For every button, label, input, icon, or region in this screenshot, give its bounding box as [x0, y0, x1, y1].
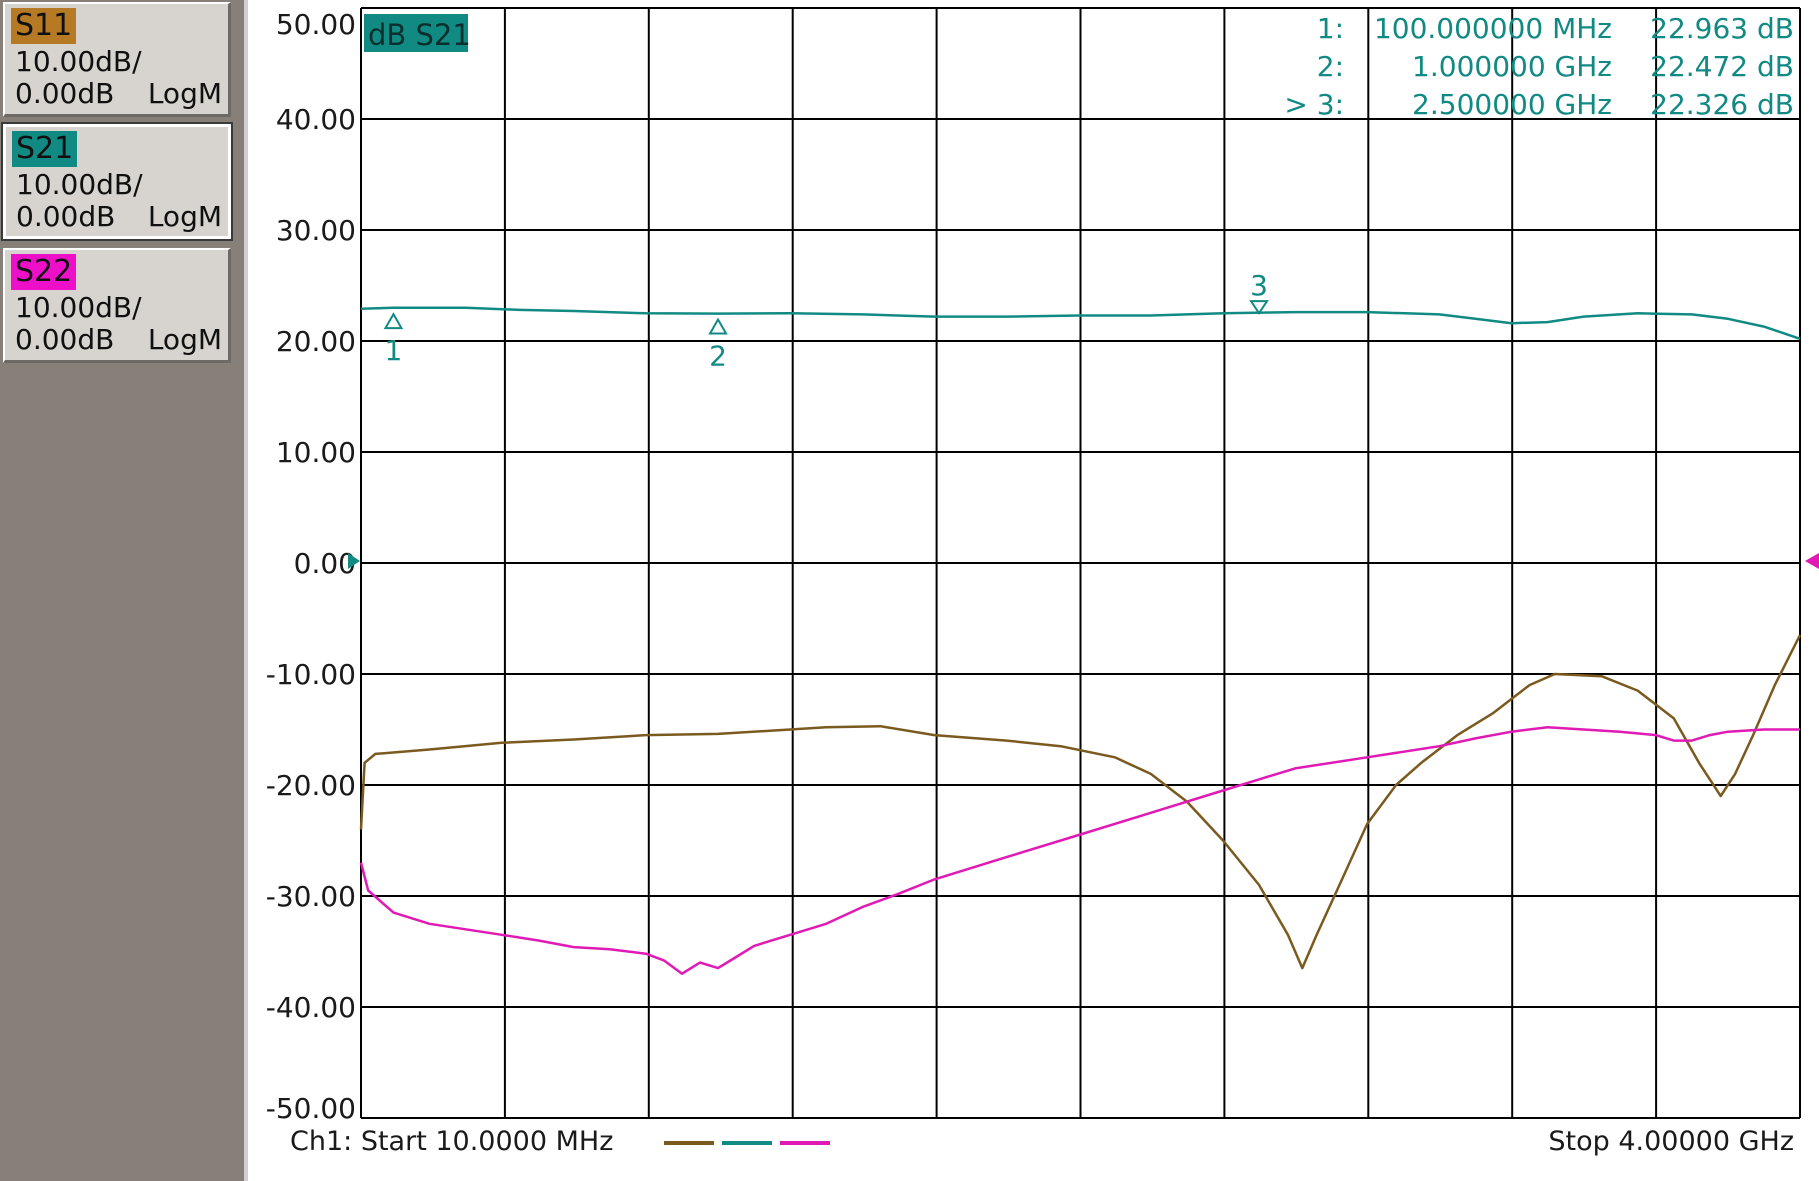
y-tick-label: 10.00 [276, 436, 356, 469]
trace-format-s11: LogM [147, 77, 222, 110]
y-tick-label: -20.00 [266, 769, 356, 802]
marker-3-number: 3 [1250, 269, 1268, 302]
trace-scale-s22: 10.00dB/ [15, 291, 142, 324]
trace-ref-s11: 0.00dB [15, 77, 115, 110]
reference-arrow-left-icon [348, 553, 360, 569]
active-trace-label-bg [364, 14, 468, 52]
marker-2-freq: 1.000000 GHz [1412, 50, 1612, 83]
trace-s22 [359, 726, 1800, 975]
trace-tag-s11: S11 [11, 8, 77, 44]
stop-frequency-label: Stop 4.00000 GHz [1548, 1126, 1794, 1157]
trace-tag-s21: S21 [12, 131, 78, 167]
y-tick-label: 20.00 [276, 325, 356, 358]
trace-box-s22[interactable]: S22 10.00dB/ 0.00dB LogM [3, 248, 231, 363]
marker-2-icon [708, 317, 728, 335]
marker-1-value: 22.963 dB [1650, 12, 1794, 45]
marker-readout: 1: 100.000000 MHz 22.963 dB 2: 1.000000 … [1284, 12, 1794, 121]
marker-3-value: 22.326 dB [1650, 88, 1794, 121]
y-tick-label: 50.00 [276, 8, 356, 41]
plot-grid [360, 7, 1801, 1119]
y-tick-label: 30.00 [276, 214, 356, 247]
trace-scale-s21: 10.00dB/ [16, 168, 143, 201]
y-tick-label: -30.00 [266, 880, 356, 913]
marker-2-number: 2 [709, 340, 727, 373]
trace-box-s21[interactable]: S21 10.00dB/ 0.00dB LogM [1, 122, 233, 241]
marker-symbols: 1 2 3 [383, 269, 1269, 373]
trace-tag-s22: S22 [11, 254, 77, 290]
y-tick-label: -40.00 [266, 991, 356, 1024]
marker-3-freq: 2.500000 GHz [1412, 88, 1612, 121]
network-analyzer-plot: 50.00 40.00 30.00 20.00 10.00 0.00 -10.00 -20.0… [266, 7, 1819, 1157]
trace-format-s22: LogM [147, 323, 222, 356]
marker-1-freq: 100.000000 MHz [1374, 12, 1612, 45]
marker-1-number: 1 [385, 334, 403, 367]
active-trace-label: dB S21 [368, 18, 471, 52]
y-axis-ticks: 50.00 40.00 30.00 20.00 10.00 0.00 -10.00 -20.0… [266, 8, 356, 1125]
y-tick-label: -50.00 [266, 1092, 356, 1125]
trace-ref-s21: 0.00dB [16, 200, 116, 233]
marker-1-label: 1: [1317, 12, 1344, 45]
trace-sidebar: S11 10.00dB/ 0.00dB LogM S21 10.00dB/ 0.… [0, 0, 248, 1181]
marker-1-icon [383, 312, 404, 330]
trace-ref-s22: 0.00dB [15, 323, 115, 356]
reference-arrow-right-icon [1805, 553, 1819, 569]
y-tick-label: 40.00 [276, 103, 356, 136]
marker-3-label: > 3: [1284, 88, 1344, 121]
trace-box-s11[interactable]: S11 10.00dB/ 0.00dB LogM [3, 2, 231, 117]
trace-scale-s11: 10.00dB/ [15, 45, 142, 78]
trace-lines [359, 306, 1802, 975]
trace-s11 [359, 634, 1802, 970]
start-frequency-label: Ch1: Start 10.0000 MHz [290, 1126, 613, 1157]
y-tick-label: 0.00 [294, 547, 356, 580]
marker-3-icon [1249, 300, 1269, 315]
marker-2-label: 2: [1317, 50, 1344, 83]
marker-2-value: 22.472 dB [1650, 50, 1794, 83]
y-tick-label: -10.00 [266, 658, 356, 691]
trace-s21 [360, 306, 1801, 340]
trace-format-s21: LogM [147, 200, 222, 233]
